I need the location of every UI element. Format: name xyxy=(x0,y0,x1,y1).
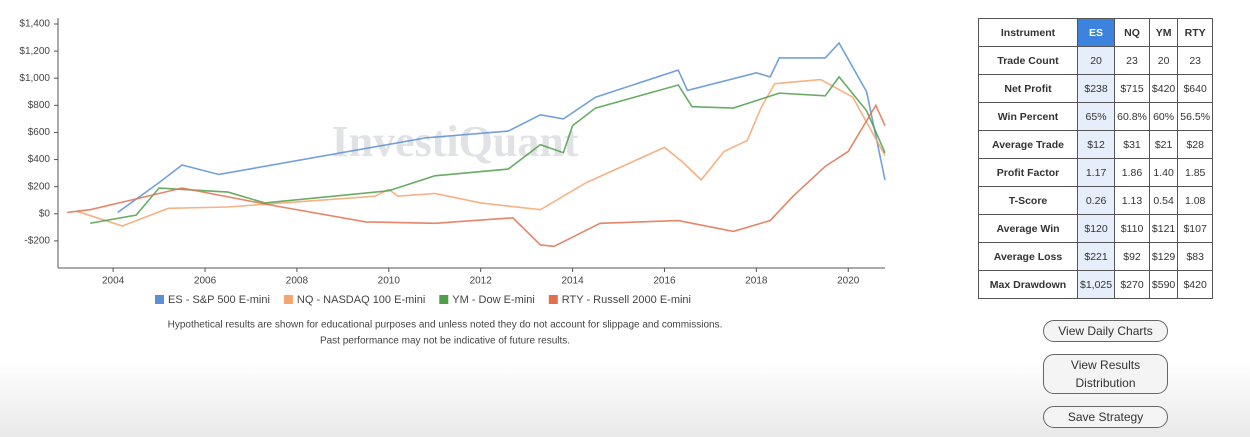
table-cell: $31 xyxy=(1114,130,1150,159)
y-tick-label: $400 xyxy=(28,154,51,165)
table-cell: $640 xyxy=(1177,74,1214,103)
legend-swatch xyxy=(155,295,164,304)
table-cell: Profit Factor xyxy=(978,158,1078,187)
series-line xyxy=(90,75,886,225)
y-tick-label: $1,400 xyxy=(19,19,50,30)
table-cell: $107 xyxy=(1177,214,1214,243)
table-cell: $420 xyxy=(1148,74,1179,103)
table-cell: $121 xyxy=(1148,214,1179,243)
table-cell: Max Drawdown xyxy=(978,270,1078,299)
x-tick-label: 2020 xyxy=(837,276,860,287)
table-cell: $110 xyxy=(1114,214,1150,243)
table-cell: 23 xyxy=(1114,46,1150,75)
table-cell: $270 xyxy=(1114,270,1150,299)
table-cell: Win Percent xyxy=(978,102,1078,131)
table-cell: Net Profit xyxy=(978,74,1078,103)
series-line xyxy=(117,41,886,214)
table-cell: Trade Count xyxy=(978,46,1078,75)
stats-table: Instrument ES NQ YM RTY Trade Count 20 23 20 23 Ne… xyxy=(978,18,1214,299)
table-row: Profit Factor 1.17 1.86 1.40 1.85 xyxy=(978,158,1214,187)
y-tick-label: $600 xyxy=(28,127,51,138)
legend-swatch xyxy=(439,295,449,304)
table-row: Average Trade $12 $31 $21 $28 xyxy=(978,130,1214,159)
table-cell: 0.26 xyxy=(1076,186,1116,215)
watermark: InvestiQuant xyxy=(332,117,579,166)
table-cell: $12 xyxy=(1076,130,1116,159)
table-cell: 1.13 xyxy=(1114,186,1150,215)
y-tick-label: $200 xyxy=(28,181,51,192)
button[interactable]: Save Strategy xyxy=(1043,406,1168,428)
legend-label: ES - S&P 500 E-mini xyxy=(168,294,270,306)
table-cell: RTY xyxy=(1177,18,1214,47)
table-cell: 0.54 xyxy=(1148,186,1179,215)
y-tick-label: $1,000 xyxy=(19,73,50,84)
footnote: Hypothetical results are shown for educa… xyxy=(168,320,723,331)
table-cell: 65% xyxy=(1076,102,1116,131)
table-row: Average Win $120 $110 $121 $107 xyxy=(978,214,1214,243)
legend-label: RTY - Russell 2000 E-mini xyxy=(562,294,691,306)
y-tick-label: -$200 xyxy=(24,236,50,247)
y-tick-label: $0 xyxy=(39,208,51,219)
button[interactable]: View Results Distribution xyxy=(1043,354,1168,394)
table-cell: $590 xyxy=(1148,270,1179,299)
table-cell: $28 xyxy=(1177,130,1214,159)
table-cell: 1.08 xyxy=(1177,186,1214,215)
series-line xyxy=(67,103,886,248)
table-cell: Average Win xyxy=(978,214,1078,243)
table-cell: 1.85 xyxy=(1177,158,1214,187)
series-line xyxy=(76,78,886,227)
table-cell: $21 xyxy=(1148,130,1179,159)
x-tick-label: 2014 xyxy=(561,276,584,287)
legend-swatch xyxy=(283,295,293,304)
table-cell: 1.17 xyxy=(1076,158,1116,187)
x-tick-label: 2004 xyxy=(102,276,125,287)
legend-label: NQ - NASDAQ 100 E-mini xyxy=(297,294,425,306)
table-cell: $83 xyxy=(1177,242,1214,271)
table-cell: $1,025 xyxy=(1076,270,1116,299)
chart: InvestiQuant Hypothetical results are sh… xyxy=(19,18,886,347)
table-cell: 60% xyxy=(1148,102,1179,131)
table-cell: $129 xyxy=(1148,242,1179,271)
table-cell: T-Score xyxy=(978,186,1078,215)
table-cell: 56.5% xyxy=(1177,102,1214,131)
table-row: Instrument ES NQ YM RTY xyxy=(978,18,1214,47)
table-cell: 23 xyxy=(1177,46,1214,75)
table-cell: $120 xyxy=(1076,214,1116,243)
x-tick-label: 2006 xyxy=(194,276,217,287)
table-cell: 60.8% xyxy=(1114,102,1150,131)
table-row: Net Profit $238 $715 $420 $640 xyxy=(978,74,1214,103)
footnote: Past performance may not be indicative o… xyxy=(320,336,570,347)
table-row: T-Score 0.26 1.13 0.54 1.08 xyxy=(978,186,1214,215)
table-row: Win Percent 65% 60.8% 60% 56.5% xyxy=(978,102,1214,131)
table-cell: Average Trade xyxy=(978,130,1078,159)
button[interactable]: View Daily Charts xyxy=(1043,320,1168,342)
table-cell: $420 xyxy=(1177,270,1214,299)
y-tick-label: $1,200 xyxy=(19,46,50,57)
table-row: Trade Count 20 23 20 23 xyxy=(978,46,1214,75)
table-cell: 1.86 xyxy=(1114,158,1150,187)
table-row: Average Loss $221 $92 $129 $83 xyxy=(978,242,1214,271)
x-tick-label: 2008 xyxy=(286,276,309,287)
table-cell: $238 xyxy=(1076,74,1116,103)
legend-swatch xyxy=(548,295,558,304)
x-tick-label: 2016 xyxy=(653,276,676,287)
table-cell: NQ xyxy=(1114,18,1150,47)
table-cell: YM xyxy=(1148,18,1179,47)
table-cell: 20 xyxy=(1148,46,1179,75)
table-cell: Average Loss xyxy=(978,242,1078,271)
table-cell: Instrument xyxy=(978,18,1078,47)
table-cell: $92 xyxy=(1114,242,1150,271)
table-cell: ES xyxy=(1076,18,1116,47)
table-cell: $715 xyxy=(1114,74,1150,103)
y-tick-label: $800 xyxy=(28,100,51,111)
table-cell: $221 xyxy=(1076,242,1116,271)
x-tick-label: 2012 xyxy=(470,276,493,287)
legend-label: YM - Dow E-mini xyxy=(452,294,535,306)
table-row: Max Drawdown $1,025 $270 $590 $420 xyxy=(978,270,1214,299)
x-tick-label: 2010 xyxy=(378,276,401,287)
table-cell: 20 xyxy=(1076,46,1116,75)
x-tick-label: 2018 xyxy=(745,276,768,287)
table-cell: 1.40 xyxy=(1148,158,1179,187)
